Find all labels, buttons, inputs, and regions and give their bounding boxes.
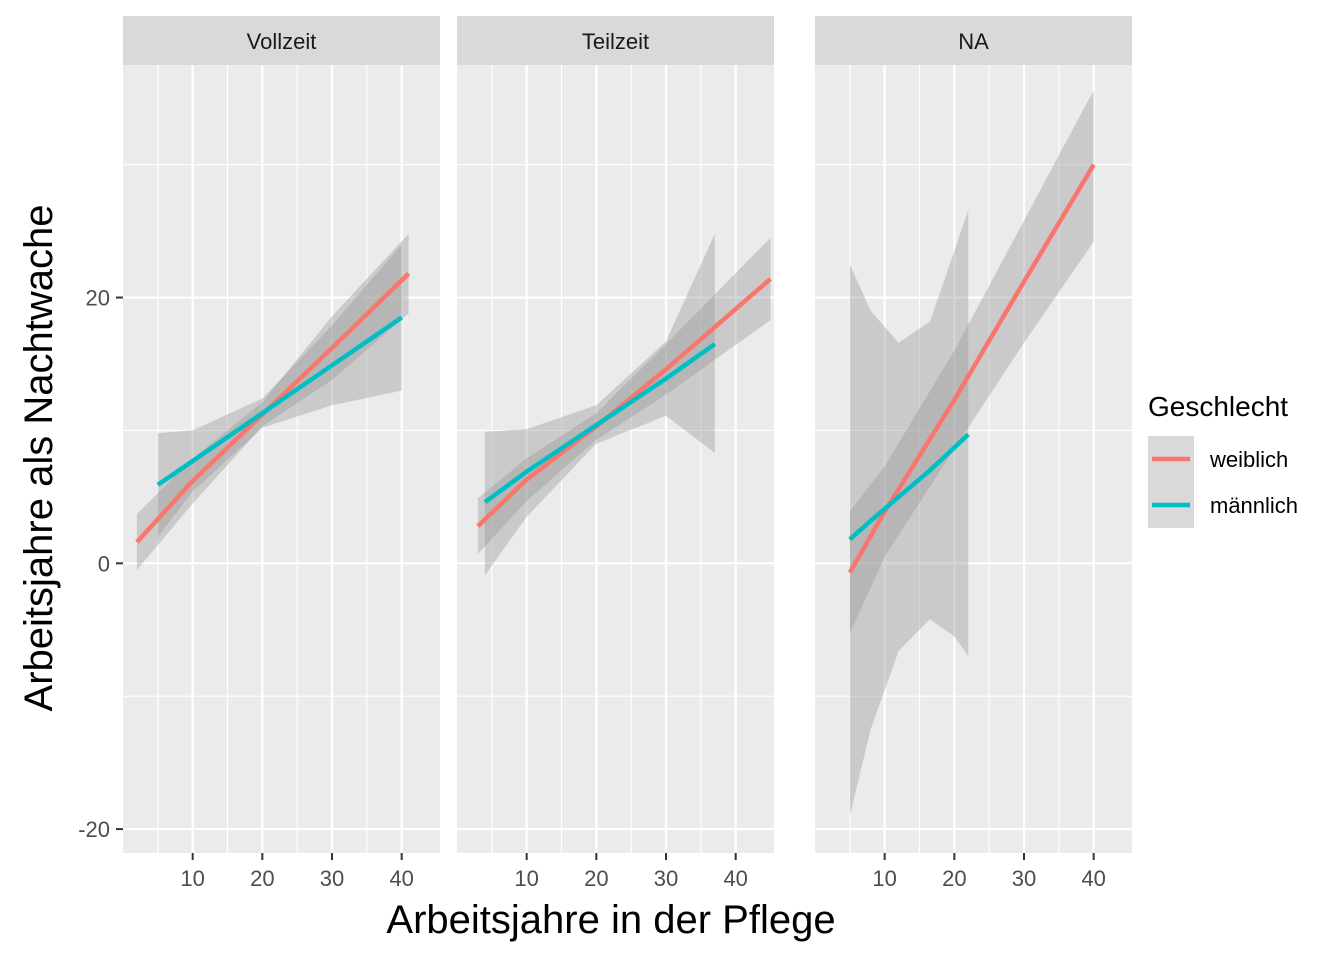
y-tick-label: -20	[78, 817, 110, 842]
x-tick-label: 10	[872, 866, 896, 891]
y-axis-title: Arbeitsjahre als Nachtwache	[17, 205, 61, 712]
legend-label-weiblich: weiblich	[1209, 447, 1288, 472]
panel-background	[123, 65, 440, 853]
facet-panel-teilzeit: Teilzeit 10 20 30 40	[457, 16, 774, 891]
legend-label-mnnlich: männlich	[1210, 493, 1298, 518]
x-tick-label: 10	[180, 866, 204, 891]
x-tick-label: 40	[389, 866, 413, 891]
regression-line-mnnlich	[483, 342, 717, 505]
facet-panel-na: NA 10 20 30 40	[815, 16, 1132, 891]
facet-panel-vollzeit: Vollzeit 10 20 30 40	[123, 16, 440, 891]
regression-line-mnnlich	[156, 315, 403, 487]
facet-strip	[815, 16, 1132, 65]
confidence-band-weiblich	[477, 237, 771, 554]
confidence-band-mnnlich	[484, 233, 715, 576]
x-tick-label: 30	[320, 866, 344, 891]
x-tick-label: 20	[584, 866, 608, 891]
regression-line-mnnlich	[848, 432, 970, 542]
facet-panels: Vollzeit 10 20 30 40 Teilzeit 10 20 30 40 NA 10 20 30…	[123, 16, 1132, 891]
facet-strip-label: Teilzeit	[582, 29, 649, 54]
confidence-band-mnnlich	[157, 244, 402, 537]
facet-strip	[457, 16, 774, 65]
y-tick-label: 0	[98, 551, 110, 576]
regression-line-weiblich	[847, 163, 1096, 574]
facet-strip-label: Vollzeit	[247, 29, 317, 54]
confidence-band-mnnlich	[849, 209, 969, 816]
y-tick-label: 20	[86, 286, 110, 311]
x-axis-title: Arbeitsjahre in der Pflege	[386, 898, 835, 942]
confidence-band-weiblich	[849, 90, 1094, 634]
x-tick-label: 20	[942, 866, 966, 891]
x-tick-label: 20	[250, 866, 274, 891]
x-tick-label: 30	[654, 866, 678, 891]
panel-background	[815, 65, 1132, 853]
x-tick-label: 40	[723, 866, 747, 891]
facet-strip	[123, 16, 440, 65]
legend-title: Geschlecht	[1148, 391, 1288, 422]
x-tick-label: 30	[1012, 866, 1036, 891]
y-axis: -20 0 20	[78, 286, 123, 842]
panel-background	[457, 65, 774, 853]
legend: Geschlecht weiblich männlich	[1148, 391, 1298, 528]
x-tick-label: 40	[1081, 866, 1105, 891]
facet-strip-label: NA	[958, 29, 989, 54]
x-tick-label: 10	[514, 866, 538, 891]
